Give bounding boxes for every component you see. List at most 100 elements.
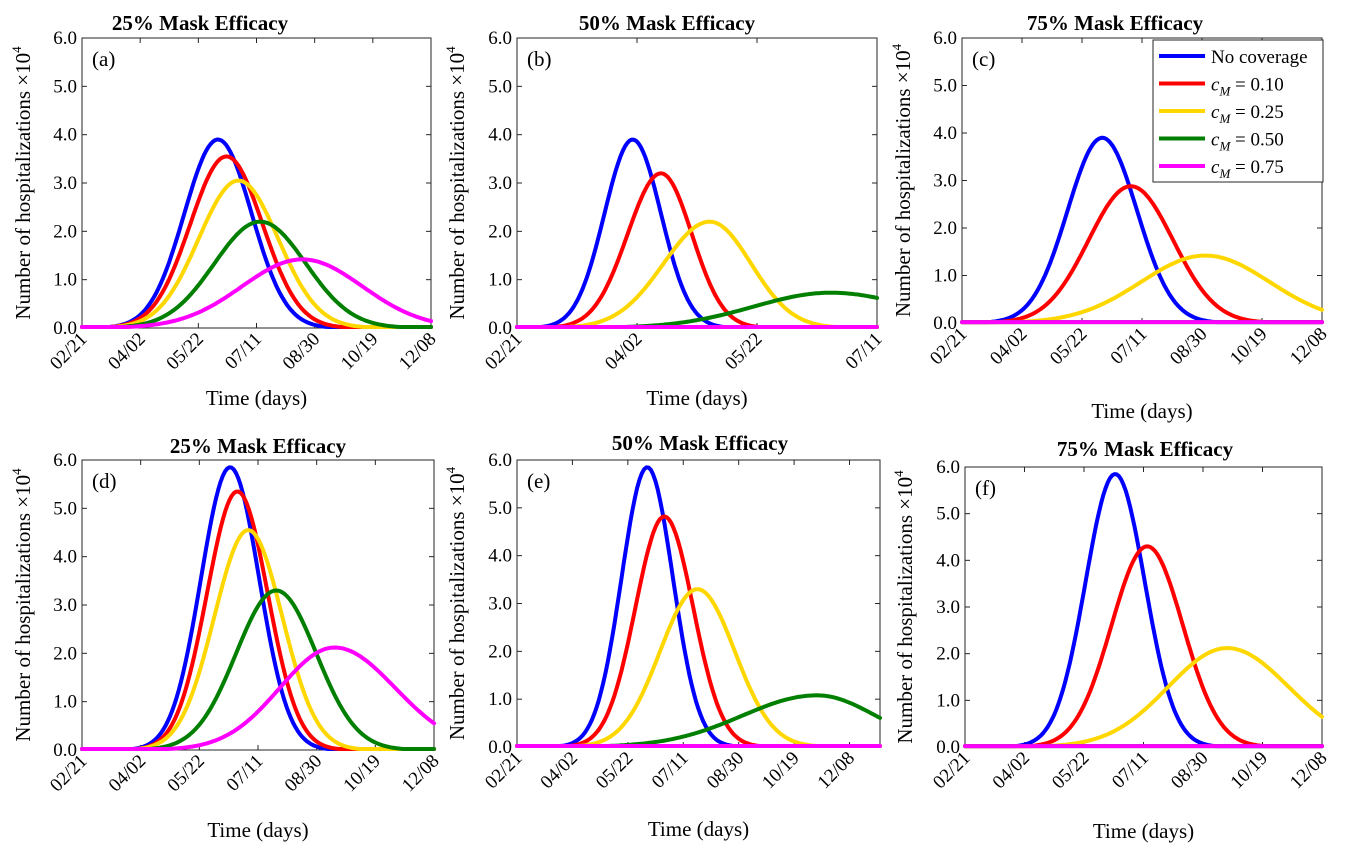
panel-b: 50% Mask Efficacy (b) 0.0 1.0 2.0 3.0 4.0 5.0 6.… bbox=[443, 11, 887, 410]
chart-title: 75% Mask Efficacy bbox=[1057, 437, 1234, 461]
legend-label: No coverage bbox=[1211, 47, 1308, 68]
series-line-cm-025 bbox=[80, 178, 433, 329]
x-tick-label: 05/22 bbox=[1046, 324, 1091, 369]
x-tick-label: 04/02 bbox=[601, 329, 646, 374]
x-axis-label: Time (days) bbox=[1091, 399, 1192, 423]
y-tick-label: 1.0 bbox=[488, 689, 512, 710]
y-tick-label: 4.0 bbox=[53, 125, 77, 146]
y-tick-label: 4.0 bbox=[53, 547, 77, 568]
y-tick-label: 0.0 bbox=[488, 318, 512, 339]
x-tick-label: 05/22 bbox=[162, 329, 207, 374]
x-tick-label: 08/30 bbox=[281, 751, 326, 796]
x-tick-label: 07/11 bbox=[842, 329, 887, 374]
y-axis-label: Number of hospitalizations ×104 bbox=[443, 46, 469, 320]
y-tick-label: 0.0 bbox=[936, 737, 960, 758]
x-tick-label: 05/22 bbox=[721, 329, 766, 374]
y-tick-label: 1.0 bbox=[933, 266, 957, 287]
y-tick-label: 4.0 bbox=[936, 550, 960, 571]
x-tick-label: 04/02 bbox=[105, 751, 150, 796]
y-tick-label: 2.0 bbox=[53, 643, 77, 664]
axes-box bbox=[81, 37, 432, 329]
panel-a: 25% Mask Efficacy (a) 0.0 1.0 2.0 3.0 4.0 5.0 6.… bbox=[9, 11, 441, 410]
y-tick-label: 0.0 bbox=[933, 313, 957, 334]
y-tick-label: 4.0 bbox=[488, 125, 512, 146]
y-axis-label: Number of hospitalizations ×104 bbox=[9, 468, 35, 742]
panel-tag: (a) bbox=[92, 47, 115, 71]
axes-box bbox=[964, 466, 1323, 748]
series-line-cm-075 bbox=[80, 257, 433, 329]
x-tick-label: 10/19 bbox=[1227, 748, 1272, 793]
panel-e: 50% Mask Efficacy (e) 0.0 1.0 2.0 3.0 4.0 5.0 6.… bbox=[443, 431, 882, 841]
x-tick-label: 04/02 bbox=[104, 329, 149, 374]
x-tick-label: 10/19 bbox=[339, 751, 384, 796]
series-line-cm-010 bbox=[960, 184, 1324, 325]
y-tick-label: 5.0 bbox=[53, 498, 77, 519]
legend-label: cM = 0.25 bbox=[1211, 102, 1284, 126]
y-axis-label: Number of hospitalizations ×104 bbox=[889, 43, 915, 317]
x-tick-label: 12/08 bbox=[398, 751, 443, 796]
panel-tag: (f) bbox=[975, 476, 996, 500]
x-tick-label: 07/11 bbox=[1108, 748, 1153, 793]
axes-box bbox=[516, 37, 878, 329]
series-line-cm-075 bbox=[80, 645, 436, 751]
y-tick-label: 1.0 bbox=[53, 692, 77, 713]
series-line-cm-010 bbox=[515, 171, 879, 329]
x-tick-label: 10/19 bbox=[337, 329, 382, 374]
y-tick-label: 4.0 bbox=[933, 123, 957, 144]
panel-d: 25% Mask Efficacy (d) 0.0 1.0 2.0 3.0 4.0 5.0 6.… bbox=[9, 434, 444, 842]
x-tick-label: 12/08 bbox=[1286, 748, 1331, 793]
panel-f: 75% Mask Efficacy (f) 0.0 1.0 2.0 3.0 4.0 5.0 6.… bbox=[891, 437, 1332, 843]
x-tick-label: 05/22 bbox=[163, 751, 208, 796]
x-axis-label: Time (days) bbox=[1093, 819, 1194, 843]
y-tick-label: 3.0 bbox=[488, 594, 512, 615]
y-tick-label: 6.0 bbox=[53, 450, 77, 471]
x-tick-label: 10/19 bbox=[1226, 324, 1271, 369]
panel-c: 75% Mask Efficacy (c) 0.0 1.0 2.0 3.0 4.0 5.0 6.… bbox=[889, 11, 1332, 423]
x-tick-label: 04/02 bbox=[986, 324, 1031, 369]
y-tick-label: 1.0 bbox=[936, 690, 960, 711]
y-tick-label: 6.0 bbox=[936, 457, 960, 478]
panel-tag: (c) bbox=[972, 47, 995, 71]
x-tick-label: 05/22 bbox=[592, 748, 637, 793]
panel-tag: (e) bbox=[527, 469, 550, 493]
legend: No coverage cM = 0.10 cM = 0.25 cM = 0.50 cM… bbox=[1152, 39, 1324, 183]
chart-title: 50% Mask Efficacy bbox=[612, 431, 789, 455]
legend-label: cM = 0.50 bbox=[1211, 130, 1284, 154]
y-tick-label: 5.0 bbox=[936, 504, 960, 525]
series-line-cm-050 bbox=[80, 588, 436, 751]
x-axis-label: Time (days) bbox=[207, 818, 308, 842]
y-tick-label: 2.0 bbox=[936, 644, 960, 665]
x-tick-label: 08/30 bbox=[1166, 324, 1211, 369]
x-tick-label: 05/22 bbox=[1048, 748, 1093, 793]
x-tick-label: 08/30 bbox=[703, 748, 748, 793]
y-tick-label: 3.0 bbox=[53, 173, 77, 194]
x-tick-label: 12/08 bbox=[395, 329, 440, 374]
y-tick-label: 0.0 bbox=[53, 740, 77, 761]
x-tick-label: 04/02 bbox=[537, 748, 582, 793]
y-tick-label: 0.0 bbox=[53, 318, 77, 339]
y-tick-label: 2.0 bbox=[488, 641, 512, 662]
y-tick-label: 5.0 bbox=[53, 76, 77, 97]
y-axis-label: Number of hospitalizations ×104 bbox=[891, 470, 917, 744]
x-tick-label: 12/08 bbox=[814, 748, 859, 793]
x-tick-label: 07/11 bbox=[1107, 324, 1152, 369]
series-line-cm-010 bbox=[80, 154, 433, 329]
x-tick-label: 04/02 bbox=[989, 748, 1034, 793]
x-tick-label: 10/19 bbox=[758, 748, 803, 793]
y-tick-label: 5.0 bbox=[488, 498, 512, 519]
chart-title: 25% Mask Efficacy bbox=[112, 11, 289, 35]
y-tick-label: 6.0 bbox=[53, 28, 77, 49]
y-tick-label: 3.0 bbox=[936, 597, 960, 618]
x-tick-label: 07/11 bbox=[221, 329, 266, 374]
series-line-cm-025 bbox=[963, 646, 1324, 749]
x-tick-label: 07/11 bbox=[223, 751, 268, 796]
series-line-no-coverage bbox=[515, 137, 879, 329]
series-line-no-coverage bbox=[963, 472, 1324, 749]
y-tick-label: 1.0 bbox=[488, 270, 512, 291]
y-tick-label: 5.0 bbox=[488, 76, 512, 97]
series-line-cm-025 bbox=[515, 587, 882, 748]
x-tick-label: 07/11 bbox=[648, 748, 693, 793]
y-tick-label: 6.0 bbox=[488, 28, 512, 49]
x-axis-label: Time (days) bbox=[648, 817, 749, 841]
chart-title: 25% Mask Efficacy bbox=[170, 434, 347, 458]
